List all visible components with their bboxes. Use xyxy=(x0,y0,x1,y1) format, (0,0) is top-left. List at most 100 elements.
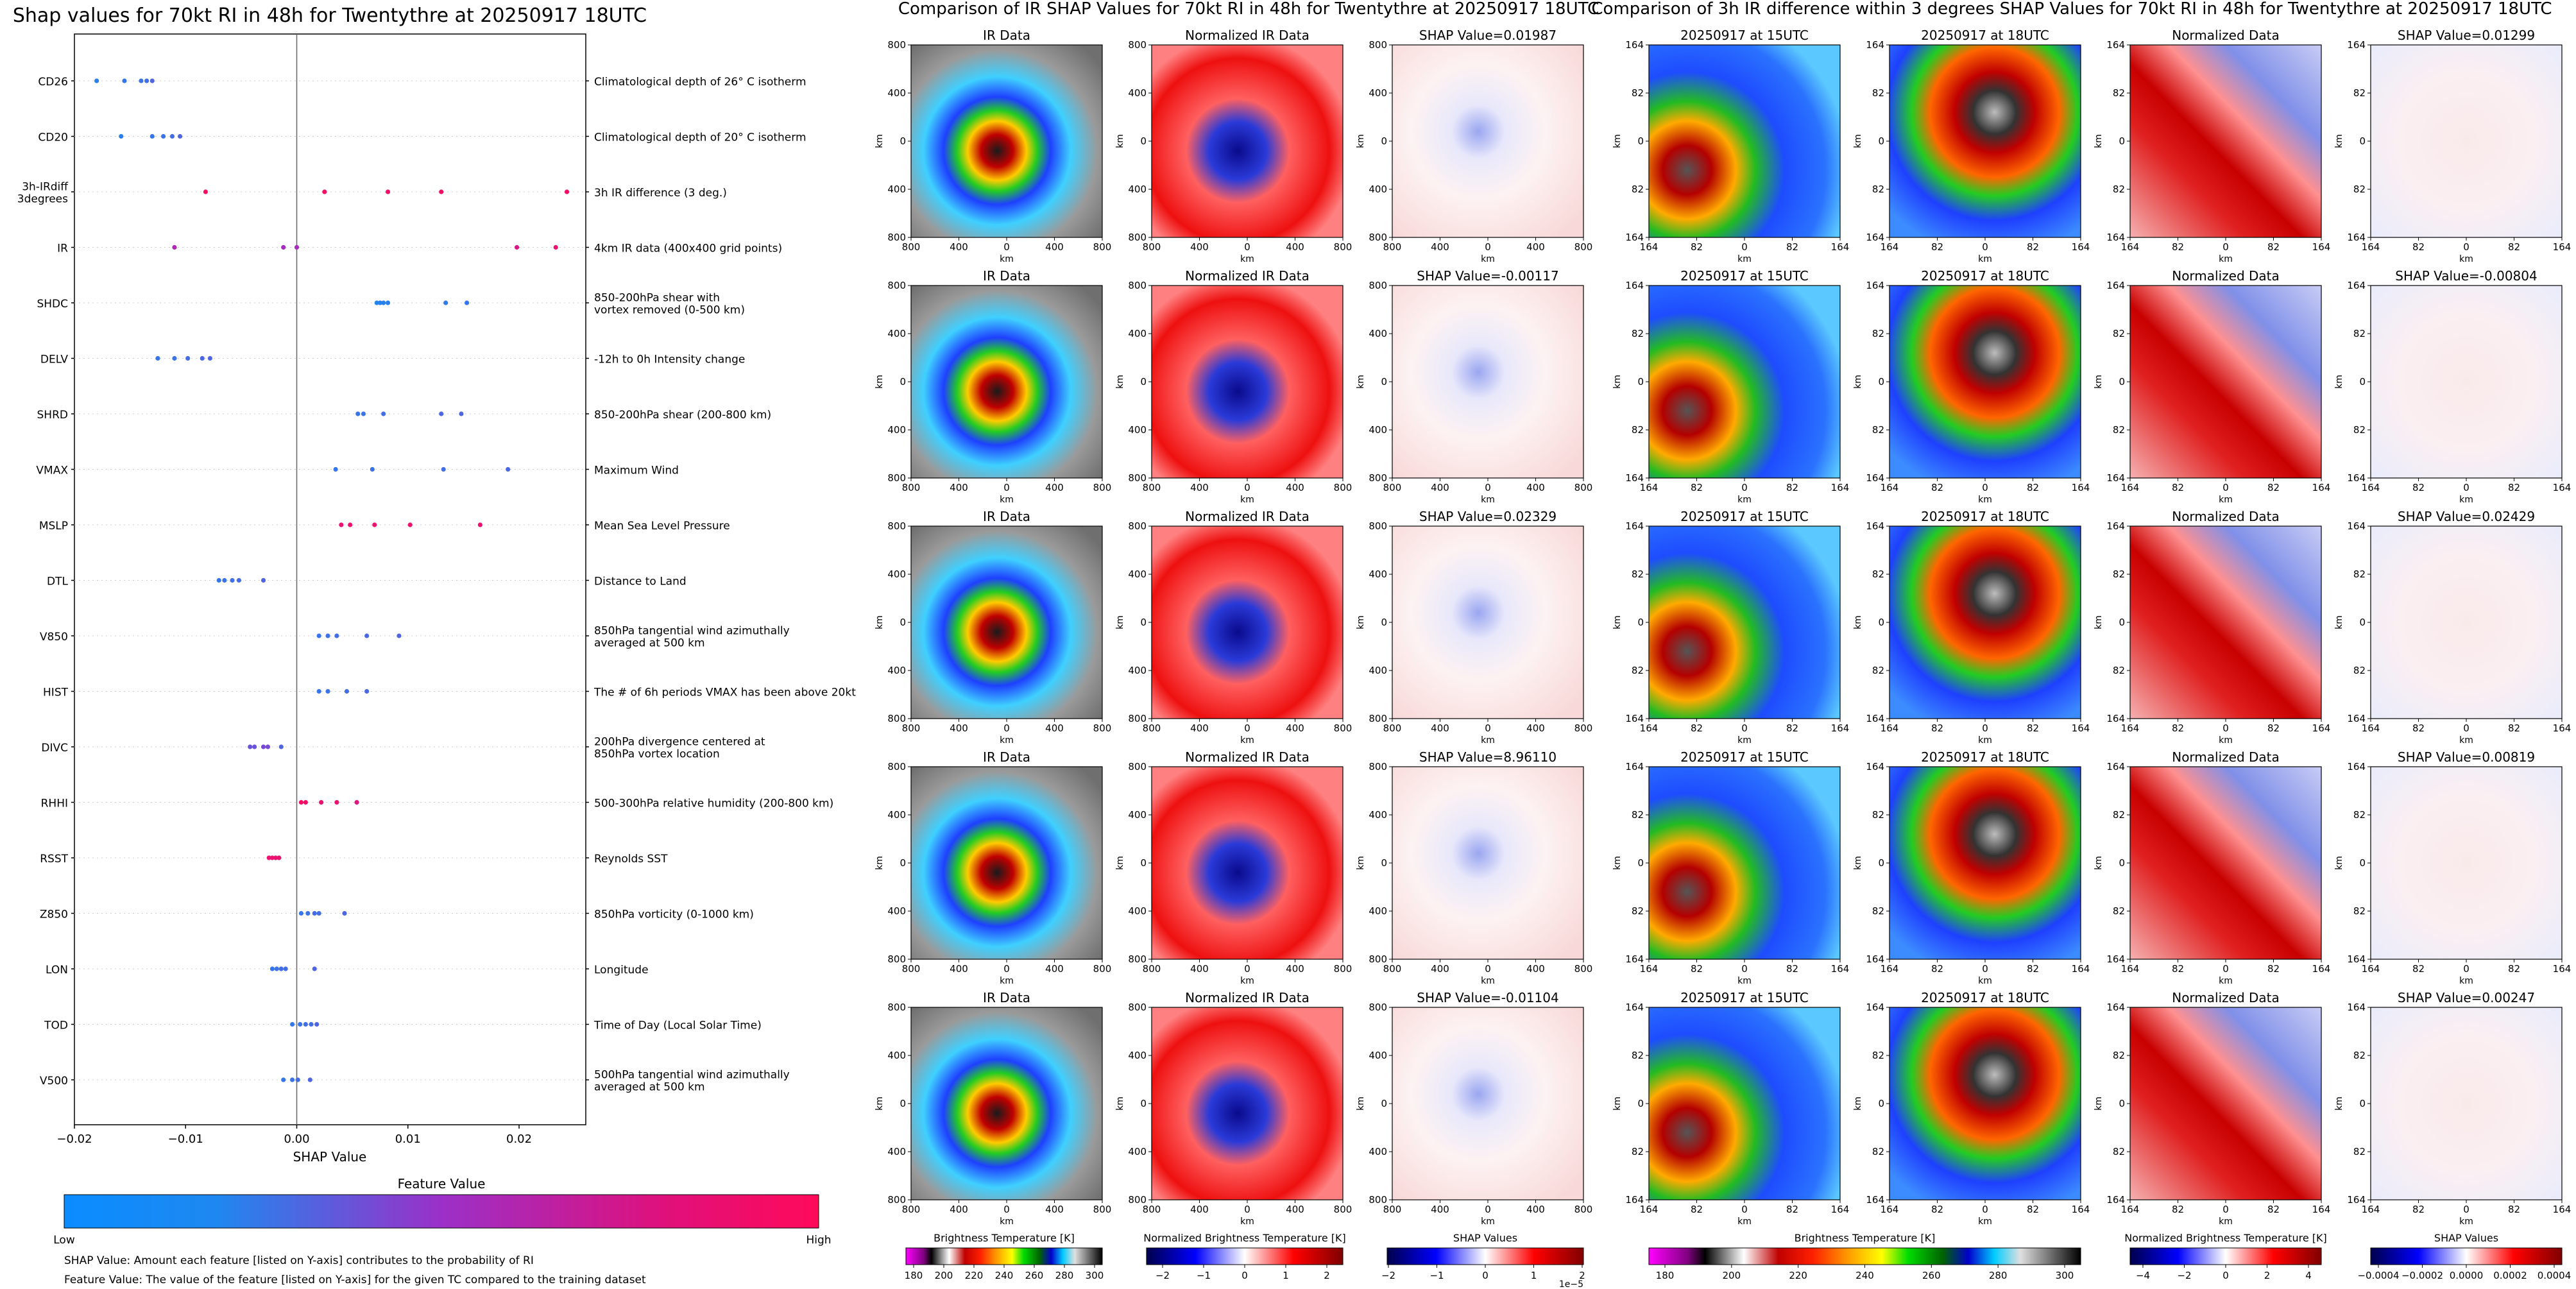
y-tick-label: 82 xyxy=(2113,184,2125,195)
y-tick-label: 800 xyxy=(887,520,906,532)
x-tick-label: 164 xyxy=(2362,722,2380,734)
y-tick-label: 164 xyxy=(2347,713,2366,724)
feature-code-label: DELV xyxy=(40,354,68,366)
y-tick-label: 400 xyxy=(1128,809,1147,821)
feature-description-label: 850hPa tangential wind azimuthally averag… xyxy=(594,625,790,650)
y-tick-label: 800 xyxy=(887,472,906,484)
x-tick-label: 0 xyxy=(1741,241,1748,253)
map-image xyxy=(1152,1007,1343,1200)
feature-code-label: MSLP xyxy=(39,520,68,533)
y-tick-label: 0 xyxy=(1140,1098,1147,1109)
map-panel-title: 20250917 at 18UTC xyxy=(1921,28,2049,43)
y-tick-label: 800 xyxy=(1369,232,1387,243)
shap-point xyxy=(443,300,448,305)
y-tick-label: 800 xyxy=(887,232,906,243)
shap-point xyxy=(122,78,127,83)
shap-point xyxy=(260,744,266,749)
y-tick-label: 82 xyxy=(2113,809,2125,821)
y-tick-label: 800 xyxy=(887,713,906,724)
map-panel-title: Normalized Data xyxy=(2172,509,2280,524)
x-tick-label: 400 xyxy=(950,241,968,253)
x-tick-label: 82 xyxy=(1786,482,1798,493)
y-tick-label: 400 xyxy=(887,328,906,339)
y-axis-label: km xyxy=(1356,134,1366,148)
x-tick-label: 800 xyxy=(1574,722,1593,734)
map-image xyxy=(1392,767,1583,959)
x-tick-label: 164 xyxy=(1881,722,1899,734)
x-tick-label: 400 xyxy=(1431,482,1449,493)
shap-point xyxy=(303,1021,308,1027)
x-tick-label: 800 xyxy=(1143,1204,1161,1215)
y-tick-label: 82 xyxy=(1632,809,1644,821)
map-panel-title: SHAP Value=8.96110 xyxy=(1419,749,1557,765)
shap-point xyxy=(248,744,253,749)
shap-point xyxy=(149,78,155,83)
y-tick-label: 82 xyxy=(1632,424,1644,436)
shap-point xyxy=(185,355,191,361)
shap-point xyxy=(260,577,266,583)
colorbar-tick-label: −0.0002 xyxy=(2401,1270,2443,1281)
y-tick-label: 164 xyxy=(1625,39,1644,51)
shap-point xyxy=(222,577,227,583)
feature-code-label: DIVC xyxy=(41,742,68,755)
y-tick-label: 400 xyxy=(1128,1050,1147,1061)
y-tick-label: 82 xyxy=(2353,1146,2366,1157)
y-tick-label: 0 xyxy=(1140,617,1147,628)
y-tick-label: 400 xyxy=(887,665,906,676)
colorbar-tick-label: 1 xyxy=(1283,1270,1289,1281)
ir-diff-panel-title: Comparison of 3h IR difference within 3 … xyxy=(1591,0,2552,19)
y-tick-label: 164 xyxy=(1625,280,1644,291)
map-panel-title: Normalized Data xyxy=(2172,990,2280,1005)
shap-point xyxy=(316,688,321,694)
x-tick-label: 0 xyxy=(2463,482,2469,493)
y-tick-label: 164 xyxy=(1866,520,1884,532)
x-tick-label: 82 xyxy=(1931,963,1943,975)
x-tick-label: 0 xyxy=(1741,722,1748,734)
y-axis-label: km xyxy=(2334,856,2344,870)
y-tick-label: 800 xyxy=(887,280,906,291)
x-tick-label: 164 xyxy=(2362,482,2380,493)
y-axis-label: km xyxy=(874,615,885,629)
x-tick-label: 0 xyxy=(1244,1204,1250,1215)
feature-row-shrd: SHRD 850-200hPa shear (200-800 km) xyxy=(37,409,772,422)
x-tick-label: 82 xyxy=(2412,482,2425,493)
x-tick-label: 800 xyxy=(1093,722,1112,734)
x-tick-label: 400 xyxy=(1045,722,1064,734)
y-tick-label: 0 xyxy=(1381,135,1387,147)
colorbar-tick-label: −2 xyxy=(2177,1270,2191,1281)
y-tick-label: 0 xyxy=(1637,1098,1644,1109)
shap-point xyxy=(372,522,377,527)
x-tick-label: 400 xyxy=(1286,963,1304,975)
feature-code-label: LON xyxy=(46,964,68,977)
map-image xyxy=(911,286,1102,478)
y-tick-label: 0 xyxy=(900,376,906,388)
map-image xyxy=(2130,1007,2321,1200)
map-panel-title: 20250917 at 15UTC xyxy=(1680,268,1809,284)
shap-point xyxy=(439,189,444,194)
y-tick-label: 164 xyxy=(1866,232,1884,243)
y-tick-label: 82 xyxy=(2113,905,2125,917)
feature-code-label: V500 xyxy=(40,1075,68,1088)
x-tick-label: 164 xyxy=(1640,241,1659,253)
map-image xyxy=(1152,286,1343,478)
x-tick-label: 400 xyxy=(1526,482,1545,493)
y-tick-label: 400 xyxy=(887,905,906,917)
y-tick-label: 82 xyxy=(1632,184,1644,195)
x-tick-label: 800 xyxy=(1093,963,1112,975)
x-axis-label: km xyxy=(1240,735,1254,746)
shap-point xyxy=(553,244,558,250)
x-tick-label: 800 xyxy=(1574,1204,1593,1215)
x-axis-label: km xyxy=(1978,1216,1992,1227)
x-axis-label: km xyxy=(1737,1216,1752,1227)
map-image xyxy=(911,767,1102,959)
map-panel-title: Normalized IR Data xyxy=(1185,749,1309,765)
feature-description-label: Climatological depth of 20° C isotherm xyxy=(594,132,806,144)
x-tick-label: 164 xyxy=(2553,963,2572,975)
feature-row-delv: DELV -12h to 0h Intensity change xyxy=(40,354,745,366)
